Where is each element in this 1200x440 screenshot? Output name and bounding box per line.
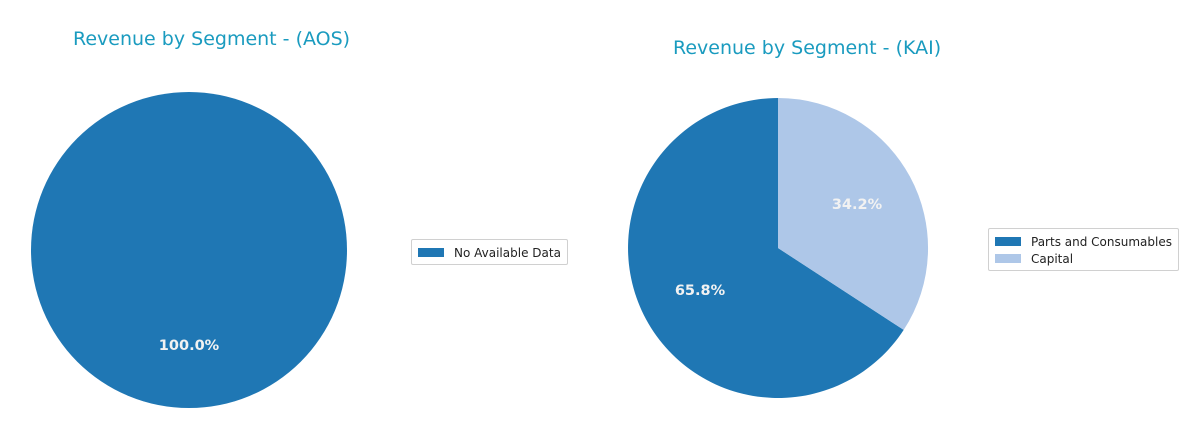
- slice-label-kai-0: 65.8%: [675, 283, 726, 299]
- slice-label-kai-1: 34.2%: [832, 197, 883, 213]
- legend-swatch-icon: [418, 248, 444, 257]
- legend-swatch-icon: [995, 254, 1021, 263]
- chart-title-kai: Revenue by Segment - (KAI): [673, 37, 942, 59]
- slice-label-aos-0: 100.0%: [159, 338, 220, 354]
- legend-item: Parts and Consumables: [995, 233, 1172, 250]
- legend-label: Capital: [1031, 251, 1074, 266]
- chart-title-aos: Revenue by Segment - (AOS): [73, 28, 351, 50]
- legend-item: No Available Data: [418, 244, 561, 261]
- pie-kai: 65.8% 34.2%: [628, 98, 929, 398]
- pie-slice-parts-and-consumables: [628, 98, 904, 398]
- legend-aos: No Available Data: [411, 239, 568, 265]
- legend-label: No Available Data: [454, 245, 561, 260]
- legend-label: Parts and Consumables: [1031, 234, 1172, 249]
- pie-slice-no-available-data: [31, 92, 347, 408]
- pie-slice-capital: [778, 98, 929, 330]
- legend-swatch-icon: [995, 237, 1021, 246]
- legend-kai: Parts and Consumables Capital: [988, 228, 1179, 271]
- pie-aos: 100.0%: [31, 92, 347, 408]
- legend-item: Capital: [995, 250, 1172, 267]
